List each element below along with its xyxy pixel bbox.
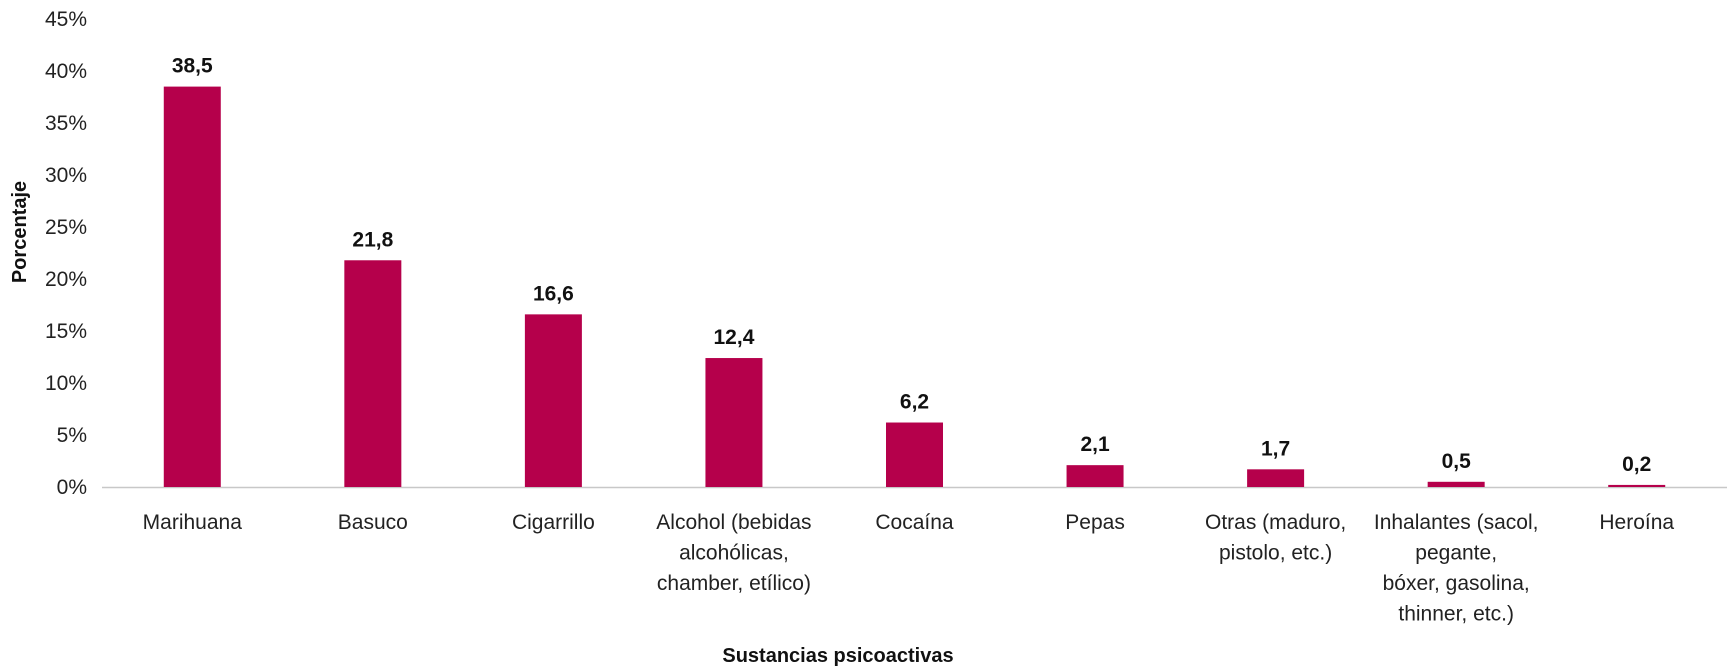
y-tick-label: 45% bbox=[45, 8, 87, 31]
y-tick-label: 40% bbox=[45, 60, 87, 83]
bar bbox=[1247, 469, 1305, 487]
bar-value-label: 1,7 bbox=[1261, 437, 1290, 460]
y-tick-label: 20% bbox=[45, 268, 87, 291]
category-label: Alcohol (bebidas alcohólicas, chamber, etí… bbox=[656, 511, 811, 595]
category-label: Cigarrillo bbox=[512, 511, 595, 534]
y-tick-label: 10% bbox=[45, 372, 87, 395]
y-tick-label: 5% bbox=[57, 424, 87, 447]
bar bbox=[1066, 465, 1124, 487]
category-label: Heroína bbox=[1599, 511, 1674, 534]
category-label: Otras (maduro, pistolo, etc.) bbox=[1205, 511, 1346, 565]
category-label: Basuco bbox=[338, 511, 408, 534]
bar bbox=[163, 86, 221, 487]
x-axis-title: Sustancias psicoactivas bbox=[722, 645, 953, 667]
category-label: Inhalantes (sacol, pegante, bóxer, gasolin… bbox=[1374, 511, 1539, 626]
bar-value-label: 2,1 bbox=[1080, 433, 1110, 456]
value-labels: 38,5 21,8 16,6 12,4 6,2 2,1 1,7 0,5 0,2 bbox=[172, 55, 1651, 476]
bar bbox=[705, 358, 763, 487]
bar-value-label: 0,5 bbox=[1442, 450, 1472, 473]
bar-value-label: 16,6 bbox=[533, 282, 574, 305]
bar bbox=[524, 314, 582, 487]
bars bbox=[163, 86, 1666, 487]
bar-value-label: 21,8 bbox=[352, 228, 393, 251]
y-tick-label: 0% bbox=[57, 476, 87, 499]
y-axis-ticks: 0% 5% 10% 15% 20% 25% 30% 35% 40% 45% bbox=[45, 8, 87, 499]
y-axis-title: Porcentaje bbox=[9, 181, 31, 283]
category-label: Pepas bbox=[1065, 511, 1125, 534]
bar bbox=[1608, 484, 1666, 487]
y-tick-label: 15% bbox=[45, 320, 87, 343]
bar bbox=[1427, 481, 1485, 487]
bar-value-label: 0,2 bbox=[1622, 453, 1651, 476]
y-tick-label: 30% bbox=[45, 164, 87, 187]
y-tick-label: 25% bbox=[45, 216, 87, 239]
bar bbox=[344, 260, 402, 487]
category-labels: Marihuana Basuco Cigarrillo Alcohol (bebida… bbox=[143, 511, 1675, 626]
category-label: Cocaína bbox=[875, 511, 954, 534]
bar-value-label: 12,4 bbox=[714, 326, 755, 349]
bar-value-label: 6,2 bbox=[900, 391, 929, 414]
category-label: Marihuana bbox=[143, 511, 243, 534]
bar bbox=[886, 422, 943, 487]
bar-value-label: 38,5 bbox=[172, 55, 213, 78]
y-tick-label: 35% bbox=[45, 112, 87, 135]
